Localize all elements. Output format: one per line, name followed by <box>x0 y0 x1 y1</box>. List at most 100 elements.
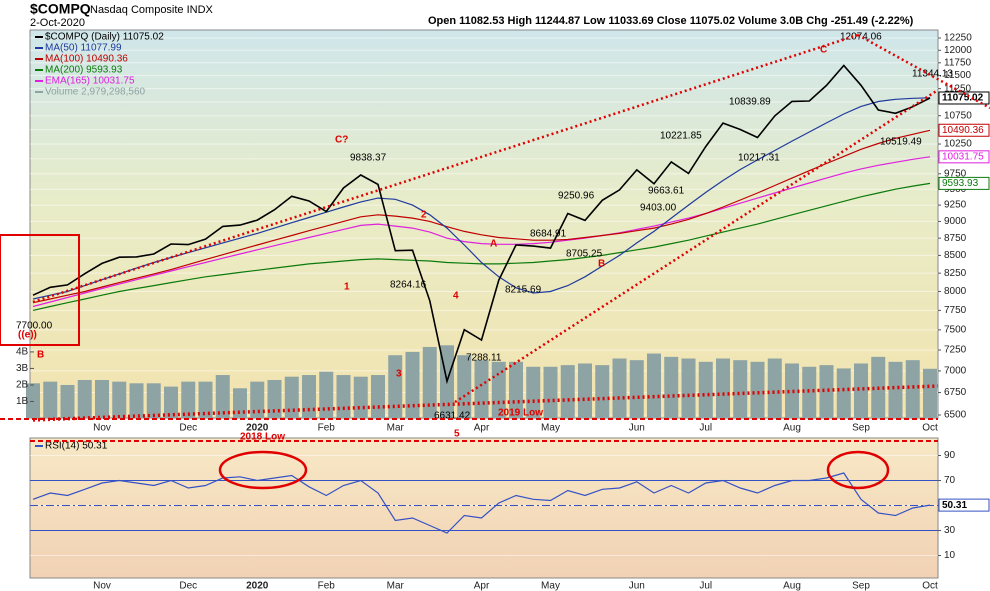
volume-bar <box>716 358 730 418</box>
x-tick-label: Mar <box>387 581 405 591</box>
x-tick-label: Jun <box>629 581 645 591</box>
annotation: 7700.00 <box>16 321 53 332</box>
annotation: ((e)) <box>18 330 37 341</box>
volume-bar <box>215 375 230 418</box>
volume-tick-label: 4B <box>16 347 29 358</box>
volume-bar <box>698 361 713 418</box>
x-tick-label: Nov <box>93 423 111 434</box>
highlight-ellipse <box>218 450 308 490</box>
end-label: 11075.02 <box>942 93 984 104</box>
volume-bar <box>905 360 920 418</box>
y-tick-label: 11750 <box>944 57 972 68</box>
annotation: 3 <box>396 369 402 380</box>
series-line <box>32 182 931 311</box>
y-tick-label: 7250 <box>944 345 967 356</box>
volume-bar <box>353 376 368 418</box>
volume-tick-label: 3B <box>16 363 29 374</box>
volume-bar <box>923 368 937 418</box>
annotation: 9838.37 <box>350 153 387 164</box>
end-label-box <box>938 498 990 512</box>
x-tick-label: Jul <box>699 423 712 434</box>
y-tick-label: 8750 <box>944 233 967 244</box>
annotation: 9663.61 <box>648 186 685 197</box>
legend-label: EMA(165) 10031.75 <box>45 76 135 87</box>
x-tick-label: Sep <box>852 581 870 591</box>
volume-bar <box>319 371 334 418</box>
volume-bar <box>371 375 385 418</box>
volume-bar <box>509 361 523 418</box>
plot-layer: 6500 6750 7000 7250 7500 7750 8000 8250 8500 8750… <box>16 32 990 591</box>
volume-bar <box>629 360 644 418</box>
x-tick-label: Aug <box>783 581 801 591</box>
x-tick-label: 2020 <box>246 581 269 591</box>
y-tick-label: 10250 <box>944 139 972 150</box>
volume-tick-label: 2B <box>16 380 29 391</box>
annotation: 2019 Low <box>498 408 543 419</box>
annotation: 1 <box>344 282 350 293</box>
x-tick-label: Nov <box>93 581 111 591</box>
annotation: C? <box>335 135 348 146</box>
lower-channel <box>454 88 939 404</box>
volume-bar <box>284 376 299 418</box>
legend-label: Volume 2,979,298,560 <box>45 87 146 98</box>
volume-bar <box>767 358 782 418</box>
volume-bar <box>681 358 696 418</box>
x-tick-label: Feb <box>318 423 336 434</box>
annotation: C <box>820 45 827 56</box>
volume-bar <box>112 381 127 418</box>
annotation: 4 <box>453 291 459 302</box>
annotation: 8264.16 <box>390 280 427 291</box>
legend-label: MA(100) 10490.36 <box>45 54 128 65</box>
y-tick-label: 11250 <box>944 83 972 94</box>
y-tick-label: 12000 <box>944 45 972 56</box>
legend-label: RSI(14) 50.31 <box>45 441 108 452</box>
annotation: B <box>37 350 44 361</box>
volume-bar <box>146 383 161 418</box>
x-tick-label: Oct <box>922 423 938 434</box>
end-label: 50.31 <box>942 500 967 511</box>
volume-bar <box>164 386 178 418</box>
annotation: 12074.06 <box>840 32 882 43</box>
volume-bar <box>267 380 282 418</box>
y-tick-label: 8000 <box>944 286 967 297</box>
volume-bar <box>888 361 903 418</box>
index-name: Nasdaq Composite INDX <box>90 4 214 16</box>
highlight-ellipse <box>826 450 890 490</box>
volume-bar <box>198 381 213 418</box>
x-tick-label: Apr <box>474 581 490 591</box>
volume-bar <box>129 383 144 418</box>
annotation: 7288.11 <box>466 353 502 364</box>
end-label: 9593.93 <box>942 178 979 189</box>
volume-bar <box>612 358 627 418</box>
series-line <box>32 64 931 385</box>
volume-bar <box>388 355 403 418</box>
y-tick-label: 9250 <box>944 200 967 211</box>
highlight-box <box>0 234 80 346</box>
annotation: 9250.96 <box>558 191 595 202</box>
y-tick-label: 9750 <box>944 168 967 179</box>
volume-bar <box>750 361 765 418</box>
y-tick-label: 12250 <box>944 33 972 44</box>
volume-bar <box>733 360 748 418</box>
volume-bar <box>647 353 661 418</box>
x-tick-label: 2020 <box>246 423 269 434</box>
volume-bar <box>543 366 558 418</box>
x-tick-label: Oct <box>922 581 938 591</box>
annotation: 5 <box>454 429 460 440</box>
quote: Open 11082.53 High 11244.87 Low 11033.69… <box>428 15 914 27</box>
volume-bar <box>422 346 437 418</box>
volume-bar <box>95 380 109 418</box>
volume-bar <box>250 381 265 418</box>
volume-bar <box>43 381 58 418</box>
legend-label: MA(200) 9593.93 <box>45 65 123 76</box>
volume-bar <box>60 384 75 418</box>
x-tick-label: May <box>541 581 560 591</box>
down-line <box>857 33 990 110</box>
end-label: 10031.75 <box>942 151 984 162</box>
annotation: 11344.13 <box>912 69 953 80</box>
volume-bar <box>578 363 592 418</box>
volume-bar <box>819 365 834 418</box>
y-tick-label: 10750 <box>944 110 972 121</box>
volume-bar <box>595 365 610 418</box>
